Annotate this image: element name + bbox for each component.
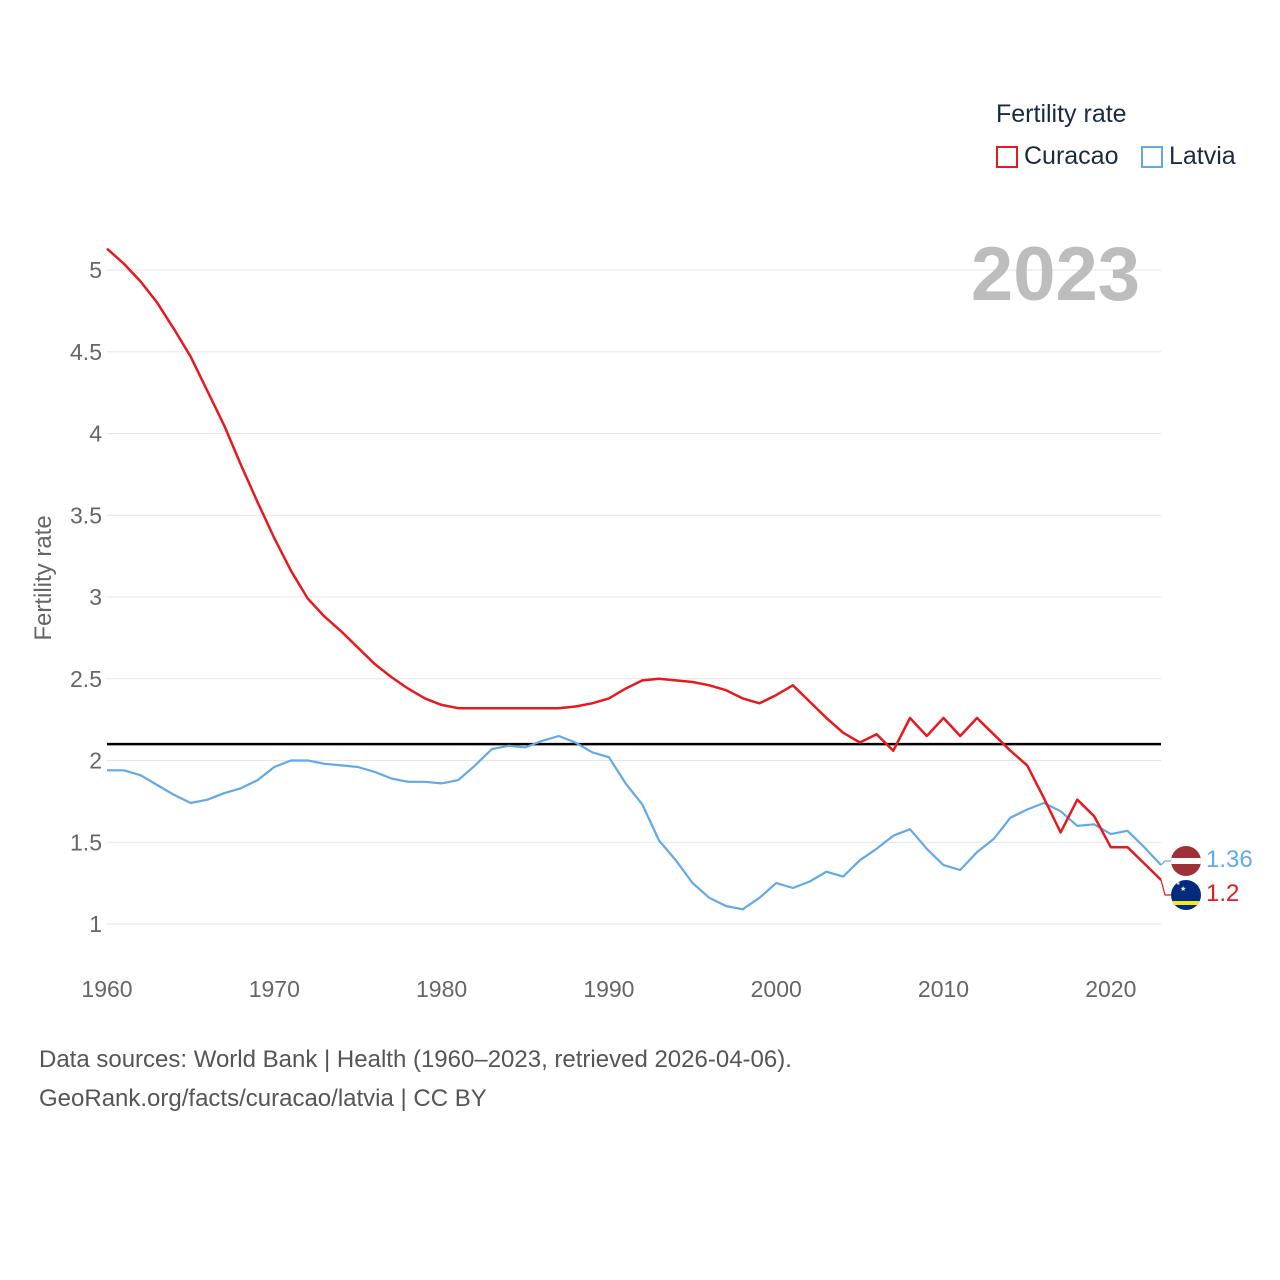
y-tick-label: 3.5 (70, 502, 102, 528)
y-tick-label: 4.5 (70, 339, 102, 365)
y-tick-label: 3 (89, 584, 102, 610)
end-connector-curacao (1160, 879, 1171, 896)
x-tick-label: 2010 (918, 976, 969, 1002)
end-connector-latvia (1160, 860, 1171, 866)
x-tick-label: 2000 (751, 976, 802, 1002)
x-tick-label: 1980 (416, 976, 467, 1002)
svg-text:★: ★ (1176, 881, 1181, 887)
curacao-swatch-icon (996, 145, 1018, 168)
legend-item-latvia[interactable]: Latvia (1141, 142, 1236, 171)
x-tick-label: 2020 (1085, 976, 1136, 1002)
y-tick-label: 2.5 (70, 666, 102, 692)
svg-text:★: ★ (1180, 885, 1186, 893)
legend-item-curacao[interactable]: Curacao (996, 142, 1119, 171)
data-source-text: Data sources: World Bank | Health (1960–… (39, 1046, 792, 1073)
y-tick-label: 4 (89, 421, 102, 447)
y-axis-label: Fertility rate (30, 515, 57, 640)
latvia-end-value-label: 1.36 (1206, 846, 1253, 873)
legend-title: Fertility rate (996, 100, 1127, 128)
y-tick-label: 2 (89, 748, 102, 774)
curacao-flag-icon: ★ ★ (1171, 880, 1201, 910)
x-tick-label: 1960 (81, 976, 132, 1002)
y-tick-label: 1.5 (70, 829, 102, 855)
x-tick-label: 1990 (583, 976, 634, 1002)
series-line-curacao (106, 247, 1162, 881)
legend-label-latvia: Latvia (1169, 142, 1236, 170)
curacao-end-value-label: 1.2 (1206, 880, 1239, 907)
latvia-swatch-icon (1141, 145, 1163, 168)
source-link-text[interactable]: GeoRank.org/facts/curacao/latvia | CC BY (39, 1085, 487, 1112)
y-tick-label: 5 (89, 257, 102, 283)
y-tick-label: 1 (89, 911, 102, 937)
year-watermark: 2023 (971, 232, 1140, 317)
x-tick-label: 1970 (249, 976, 300, 1002)
series-line-latvia (107, 734, 1162, 911)
latvia-flag-icon (1171, 846, 1201, 876)
legend-label-curacao: Curacao (1024, 142, 1119, 170)
